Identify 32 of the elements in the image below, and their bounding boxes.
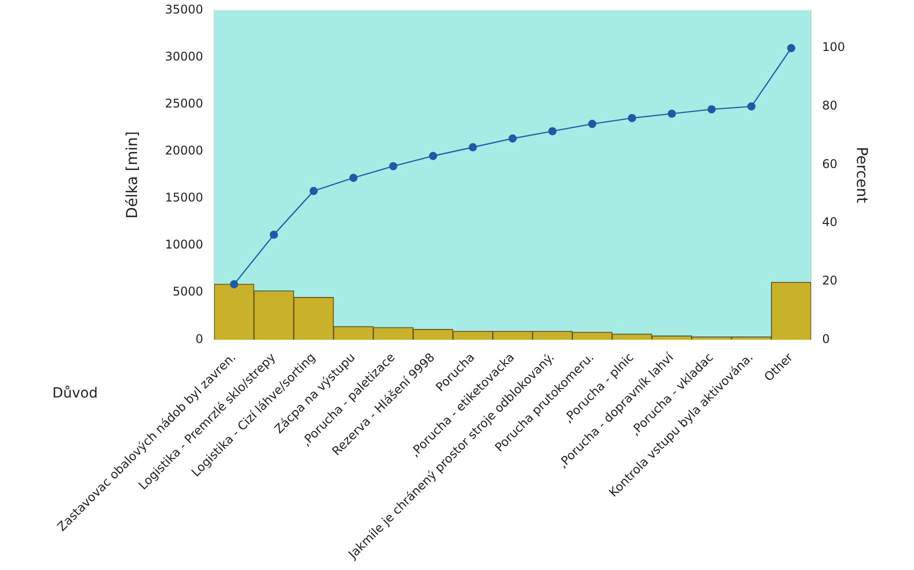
point [747,102,756,111]
y2-tick-label: 20 [822,273,838,288]
y-axis-title: Délka [min] [122,131,141,219]
y-tick-label: 30000 [164,49,204,64]
point [787,44,796,52]
point [230,280,238,288]
point [270,230,278,239]
point [588,120,596,128]
point [428,152,438,160]
y2-tick-label: 40 [822,215,838,230]
y2-tick-label: 0 [822,332,830,346]
y2-tick-label: 60 [822,156,838,171]
point [668,110,676,118]
point [389,162,398,170]
y2-tick-label: 80 [822,98,838,113]
point [708,105,716,114]
point [349,174,358,182]
y-tick-label: 25000 [164,96,204,110]
y2-tick-label: 100 [822,40,845,54]
point [468,143,477,152]
y-tick-label: 15000 [164,190,204,205]
y-tick-label: 0 [196,332,204,346]
y-tick-label: 35000 [164,2,204,16]
y-tick-label: 5000 [172,284,204,299]
y-tick-label: 10000 [164,238,204,252]
y-tick-label: 20000 [164,144,204,158]
point [508,134,517,143]
point [628,114,636,122]
point [548,127,557,136]
point [310,186,318,196]
y2-axis-title: Percent [853,146,872,204]
x-axis-title: Důvod [52,386,98,402]
